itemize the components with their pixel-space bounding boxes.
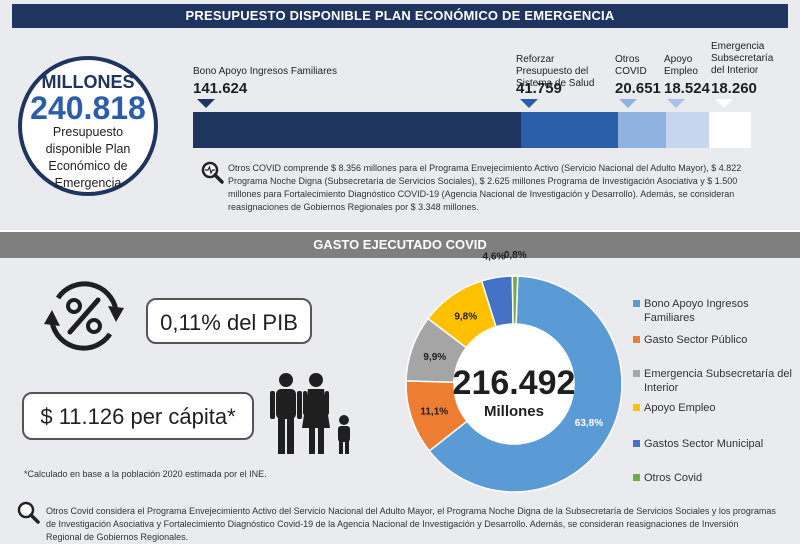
donut-slice-label: 9,8%	[454, 311, 477, 322]
budget-value-otros: 20.651	[615, 80, 661, 97]
spending-header-title: GASTO EJECUTADO COVID	[0, 232, 800, 258]
legend-swatch	[633, 336, 640, 343]
spending-note: Otros Covid considera el Programa Enveje…	[46, 506, 776, 542]
legend-item: Otros Covid	[633, 471, 702, 485]
top-header-band: PRESUPUESTO DISPONIBLE PLAN ECONÓMICO DE…	[0, 0, 800, 34]
donut-slice-label: 9,9%	[423, 352, 446, 363]
budget-header-title: PRESUPUESTO DISPONIBLE PLAN ECONÓMICO DE…	[12, 4, 788, 28]
legend-label: Gastos Sector Municipal	[644, 438, 764, 450]
legend-swatch	[633, 440, 640, 447]
budget-stacked-bar	[193, 112, 751, 148]
budget-value-empleo: 18.524	[664, 80, 710, 97]
legend-item: Gastos Sector Municipal	[633, 437, 763, 451]
budget-total-value: 240.818	[30, 90, 146, 126]
budget-bar-segment	[617, 112, 666, 148]
budget-pointer-salud	[520, 99, 538, 108]
budget-pointer-interior	[715, 99, 733, 108]
budget-pointer-bono	[197, 99, 215, 108]
legend-swatch	[633, 370, 640, 377]
budget-bar-segment	[708, 112, 751, 148]
donut-center-value: 216.492	[453, 364, 576, 402]
budget-pointer-otros	[619, 99, 637, 108]
donut-center-unit: Millones	[484, 403, 544, 420]
donut-slice	[511, 275, 519, 325]
budget-bar-segment	[193, 112, 522, 148]
legend-label: Gasto Sector Público	[644, 334, 748, 346]
legend-item: Bono Apoyo Ingresos Familiares	[633, 297, 793, 325]
budget-value-bono: 141.624	[193, 80, 248, 97]
budget-label-salud: Reforzar Presupuesto del Sistema de Salu…	[516, 54, 595, 89]
magnifier-icon	[201, 161, 224, 184]
magnifier-icon	[17, 501, 40, 524]
budget-label-otros: Otros COVID	[615, 54, 647, 77]
budget-total-circle: MILLONES 240.818 Presupuesto disponible …	[18, 56, 158, 196]
budget-label-bono: Bono Apoyo Ingresos Familiares	[193, 66, 337, 77]
per-capita-footnote: *Calculado en base a la población 2020 e…	[24, 469, 267, 479]
donut-slice-label: 0,8%	[504, 250, 527, 261]
legend-swatch	[633, 300, 640, 307]
legend-item: Emergencia Subsecretaría del Interior	[633, 367, 793, 395]
donut-slice-label: 4,6%	[483, 252, 506, 263]
budget-bar-segment	[665, 112, 709, 148]
percent-cycle-icon	[44, 281, 124, 351]
budget-bar-segment	[521, 112, 618, 148]
per-capita-box: $ 11.126 per cápita*	[22, 392, 254, 440]
legend-swatch	[633, 474, 640, 481]
family-icon	[270, 373, 350, 454]
budget-label-interior: Emergencia Subsecretaría del Interior	[711, 41, 774, 76]
budget-pointer-empleo	[667, 99, 685, 108]
budget-value-salud: 41.759	[516, 80, 562, 97]
legend-swatch	[633, 404, 640, 411]
legend-item: Apoyo Empleo	[633, 401, 716, 415]
legend-label: Bono Apoyo Ingresos Familiares	[644, 298, 749, 324]
budget-value-interior: 18.260	[711, 80, 757, 97]
budget-note: Otros COVID comprende $ 8.356 millones p…	[228, 163, 742, 212]
budget-total-unit: MILLONES	[41, 72, 135, 92]
budget-total-desc: Presupuesto disponible Plan Económico de…	[45, 125, 131, 190]
legend-label: Apoyo Empleo	[644, 402, 716, 414]
legend-item: Gasto Sector Público	[633, 333, 747, 347]
pib-box: 0,11% del PIB	[146, 298, 312, 344]
legend-label: Emergencia Subsecretaría del Interior	[644, 368, 792, 394]
donut-slice-label: 11,1%	[420, 406, 448, 417]
donut-hole	[454, 324, 574, 444]
budget-label-empleo: Apoyo Empleo	[664, 54, 698, 77]
legend-label: Otros Covid	[644, 472, 703, 484]
donut-slice-label: 63,8%	[575, 418, 603, 429]
